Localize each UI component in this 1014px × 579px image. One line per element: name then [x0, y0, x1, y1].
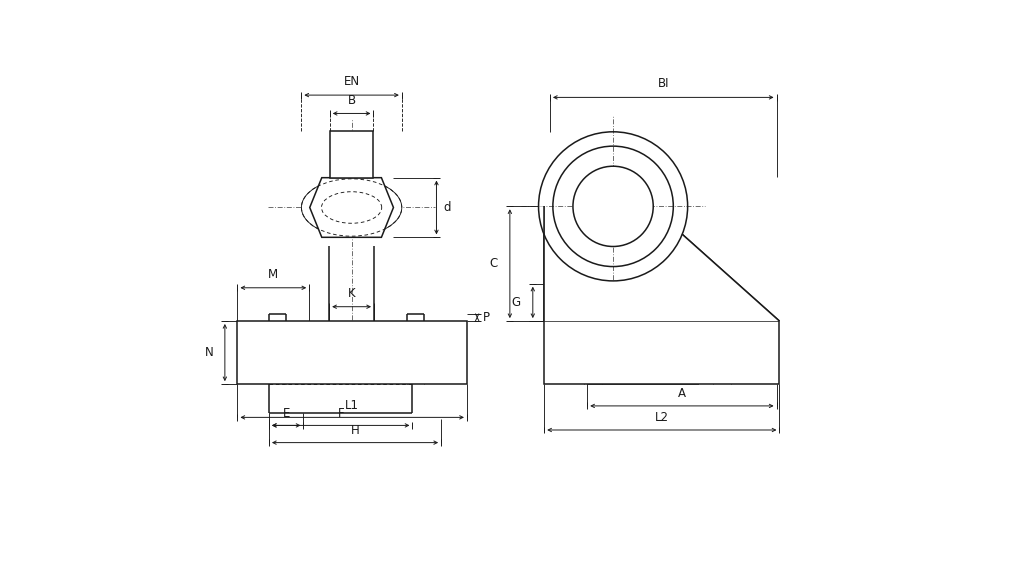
Text: G: G [511, 296, 520, 309]
Polygon shape [538, 206, 780, 321]
Polygon shape [309, 178, 393, 237]
Text: L1: L1 [345, 399, 359, 412]
Text: BI: BI [657, 77, 669, 90]
Text: d: d [443, 201, 451, 214]
Bar [330, 131, 373, 178]
Text: E: E [283, 406, 290, 420]
Text: H: H [351, 424, 359, 437]
Bar [237, 321, 466, 384]
Text: P: P [483, 311, 490, 324]
Text: EN: EN [344, 75, 360, 87]
Bar [545, 321, 780, 384]
Text: N: N [205, 346, 213, 359]
Text: B: B [348, 94, 356, 107]
Text: M: M [269, 269, 279, 281]
Text: F: F [338, 406, 344, 420]
Ellipse shape [301, 179, 402, 236]
Text: L2: L2 [655, 411, 669, 424]
Text: C: C [489, 257, 497, 270]
Circle shape [573, 166, 653, 247]
Text: A: A [678, 387, 685, 400]
Text: K: K [348, 287, 356, 301]
